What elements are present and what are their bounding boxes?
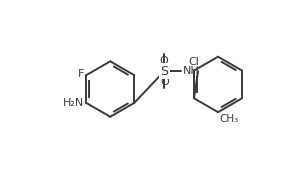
- Text: O: O: [161, 77, 169, 87]
- Text: O: O: [159, 56, 168, 66]
- Text: CH₃: CH₃: [220, 114, 239, 124]
- Text: S: S: [160, 65, 168, 78]
- Text: Cl: Cl: [188, 57, 199, 68]
- Text: H₂N: H₂N: [63, 98, 84, 108]
- Text: NH: NH: [183, 66, 199, 76]
- Text: F: F: [78, 69, 84, 79]
